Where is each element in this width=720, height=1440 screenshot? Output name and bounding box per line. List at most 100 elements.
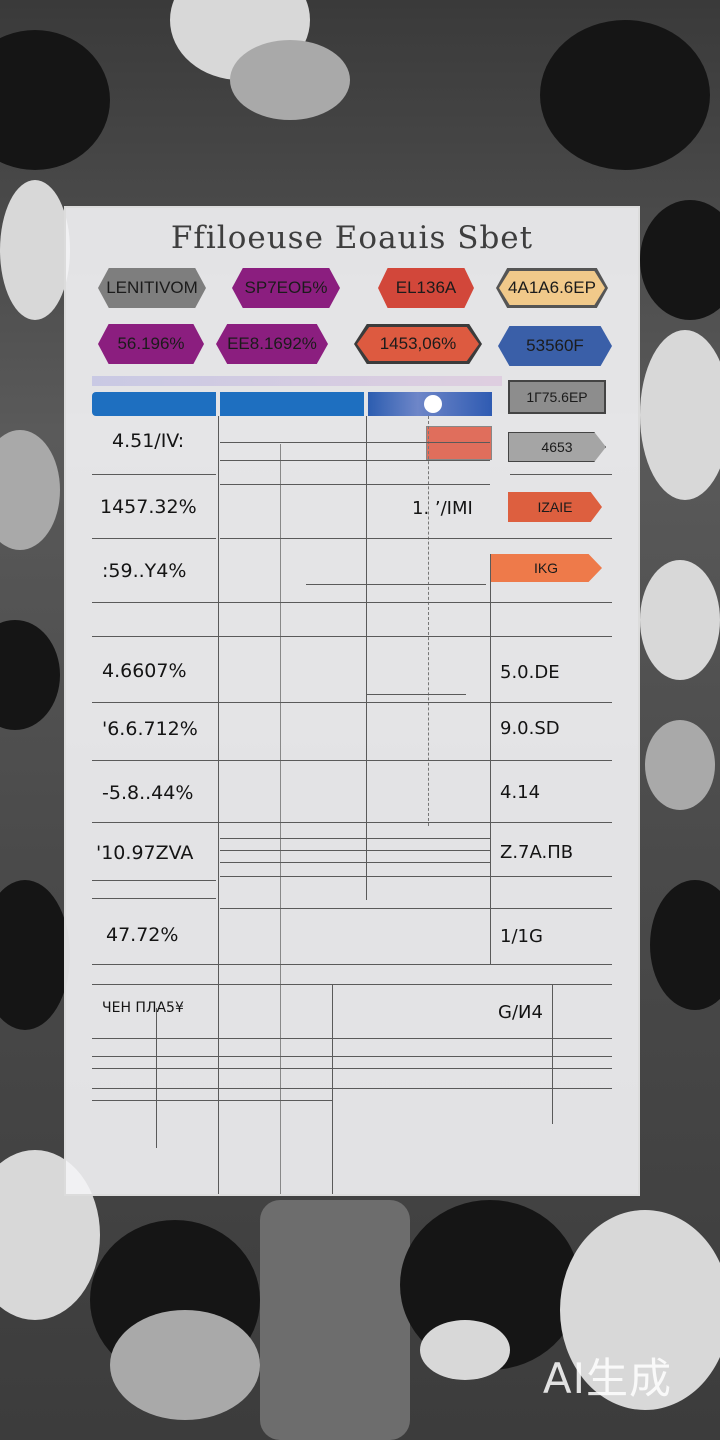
button-label: 1Г75.6ЕР <box>526 389 588 405</box>
photo-arm <box>0 180 70 320</box>
grid-hline <box>92 602 612 603</box>
grid-hline <box>92 538 216 539</box>
right-label: Z.7A.ПB <box>500 842 574 863</box>
footer-left-label: ЧЕН ПЛА5¥ <box>102 1000 184 1016</box>
grid-hline <box>220 538 612 539</box>
grid-hline <box>510 474 612 475</box>
photo-hands <box>230 40 350 120</box>
photo-hair <box>540 20 710 170</box>
row-label: 4.6607% <box>102 660 187 682</box>
side-button-2[interactable]: 4653 <box>508 432 606 462</box>
tag-label: EL136A <box>395 278 457 297</box>
tag-label: SP7ЕОБ% <box>244 278 328 297</box>
header-glow <box>92 376 502 386</box>
header-highlight <box>424 395 442 413</box>
right-label: 1/1G <box>500 926 543 947</box>
button-label: 4653 <box>541 439 573 455</box>
right-label: 5.0.DE <box>500 662 560 683</box>
photo-hair <box>640 200 720 320</box>
grid-hline <box>306 584 486 585</box>
photo-shirt <box>640 330 720 500</box>
photo-hair <box>0 30 110 170</box>
grid-hline <box>220 876 612 877</box>
grid-hline <box>92 1068 612 1069</box>
grid-hline <box>220 908 612 909</box>
tag-7[interactable]: 1453,06% <box>354 324 482 364</box>
ai-generated-watermark: AI生成 <box>542 1354 672 1403</box>
row-label: '6.6.712% <box>102 718 198 740</box>
grid-hline <box>220 838 490 839</box>
tag-8[interactable]: 53560F <box>498 326 612 366</box>
tag-label: 4А1А6.6ЕР <box>508 278 596 297</box>
tag-label: LENITIVOM <box>106 278 198 297</box>
grid-hline <box>220 484 490 485</box>
row-label: -5.8..44% <box>102 782 194 804</box>
grid-hline <box>220 862 490 863</box>
grid-vline <box>366 416 367 900</box>
tag-6[interactable]: EE8.1692% <box>216 324 328 364</box>
row-label: 47.72% <box>106 924 179 946</box>
grid-hline <box>92 1038 612 1039</box>
grid-vline <box>428 416 430 826</box>
grid-hline <box>92 702 612 703</box>
grid-hline <box>92 474 216 475</box>
grid-hline <box>92 1056 612 1057</box>
tag-3[interactable]: EL136A <box>378 268 474 308</box>
grid-vline <box>280 444 281 1194</box>
photo-face <box>0 430 60 550</box>
tag-label: EE8.1692% <box>227 334 317 353</box>
photo-hand <box>645 720 715 810</box>
tag-label: 56.196% <box>117 334 185 353</box>
grid-hline <box>92 822 612 823</box>
row-label: 1457.32% <box>100 496 197 518</box>
button-label: IZAIE <box>537 499 573 515</box>
photo-hair <box>650 880 720 1010</box>
tag-4[interactable]: 4А1А6.6ЕР <box>496 268 608 308</box>
side-button-3[interactable]: IZAIE <box>508 492 602 522</box>
tag-2[interactable]: SP7ЕОБ% <box>232 268 340 308</box>
right-label: 4.14 <box>500 782 541 803</box>
grid-hline <box>92 880 216 881</box>
grid-hline <box>220 460 490 461</box>
right-label: 9.0.SD <box>500 718 560 739</box>
grid-vline <box>490 554 491 964</box>
grid-vline <box>218 416 219 1194</box>
footer-right-label: G/И4 <box>498 1002 543 1023</box>
data-sheet: Ffiloeuse Eoauis Sbet LENITIVOM SP7ЕОБ% … <box>64 206 640 1196</box>
row-label: '10.97ZVA <box>96 842 194 864</box>
tag-label: 53560F <box>526 336 584 355</box>
side-button-4[interactable]: IKG <box>490 554 602 582</box>
photo-hair <box>0 880 70 1030</box>
row-label: 4.51/IV: <box>112 430 185 452</box>
grid-hline <box>92 636 612 637</box>
sheet-title: Ffiloeuse Eoauis Sbet <box>170 220 534 256</box>
grid-vline <box>552 984 553 1124</box>
photo-shirt <box>640 560 720 680</box>
grid-hline <box>92 964 612 965</box>
grid-hline <box>92 984 612 985</box>
grid-vline <box>332 984 333 1194</box>
button-label: IKG <box>533 560 559 576</box>
row-label: :59..Y4% <box>102 560 187 582</box>
photo-hair <box>0 620 60 730</box>
photo-face <box>110 1310 260 1420</box>
grid-hline <box>92 760 612 761</box>
photo-face <box>420 1320 510 1380</box>
grid-vline <box>156 1008 157 1148</box>
header-cell-1 <box>92 392 216 416</box>
grid-hline <box>366 694 466 695</box>
grid-hline <box>92 1100 332 1101</box>
tag-5[interactable]: 56.196% <box>98 324 204 364</box>
highlight-cell <box>426 426 492 460</box>
grid-hline <box>220 850 490 851</box>
tag-label: 1453,06% <box>379 334 457 353</box>
grid-hline <box>220 442 490 443</box>
grid-hline <box>92 898 216 899</box>
mid-label: 1. ’/IMI <box>412 498 473 519</box>
side-button-1[interactable]: 1Г75.6ЕР <box>508 380 606 414</box>
photo-jacket <box>260 1200 410 1440</box>
photo-shirt <box>560 1210 720 1410</box>
header-cell-2 <box>220 392 364 416</box>
tag-1[interactable]: LENITIVOM <box>98 268 206 308</box>
grid-hline <box>92 1088 612 1089</box>
